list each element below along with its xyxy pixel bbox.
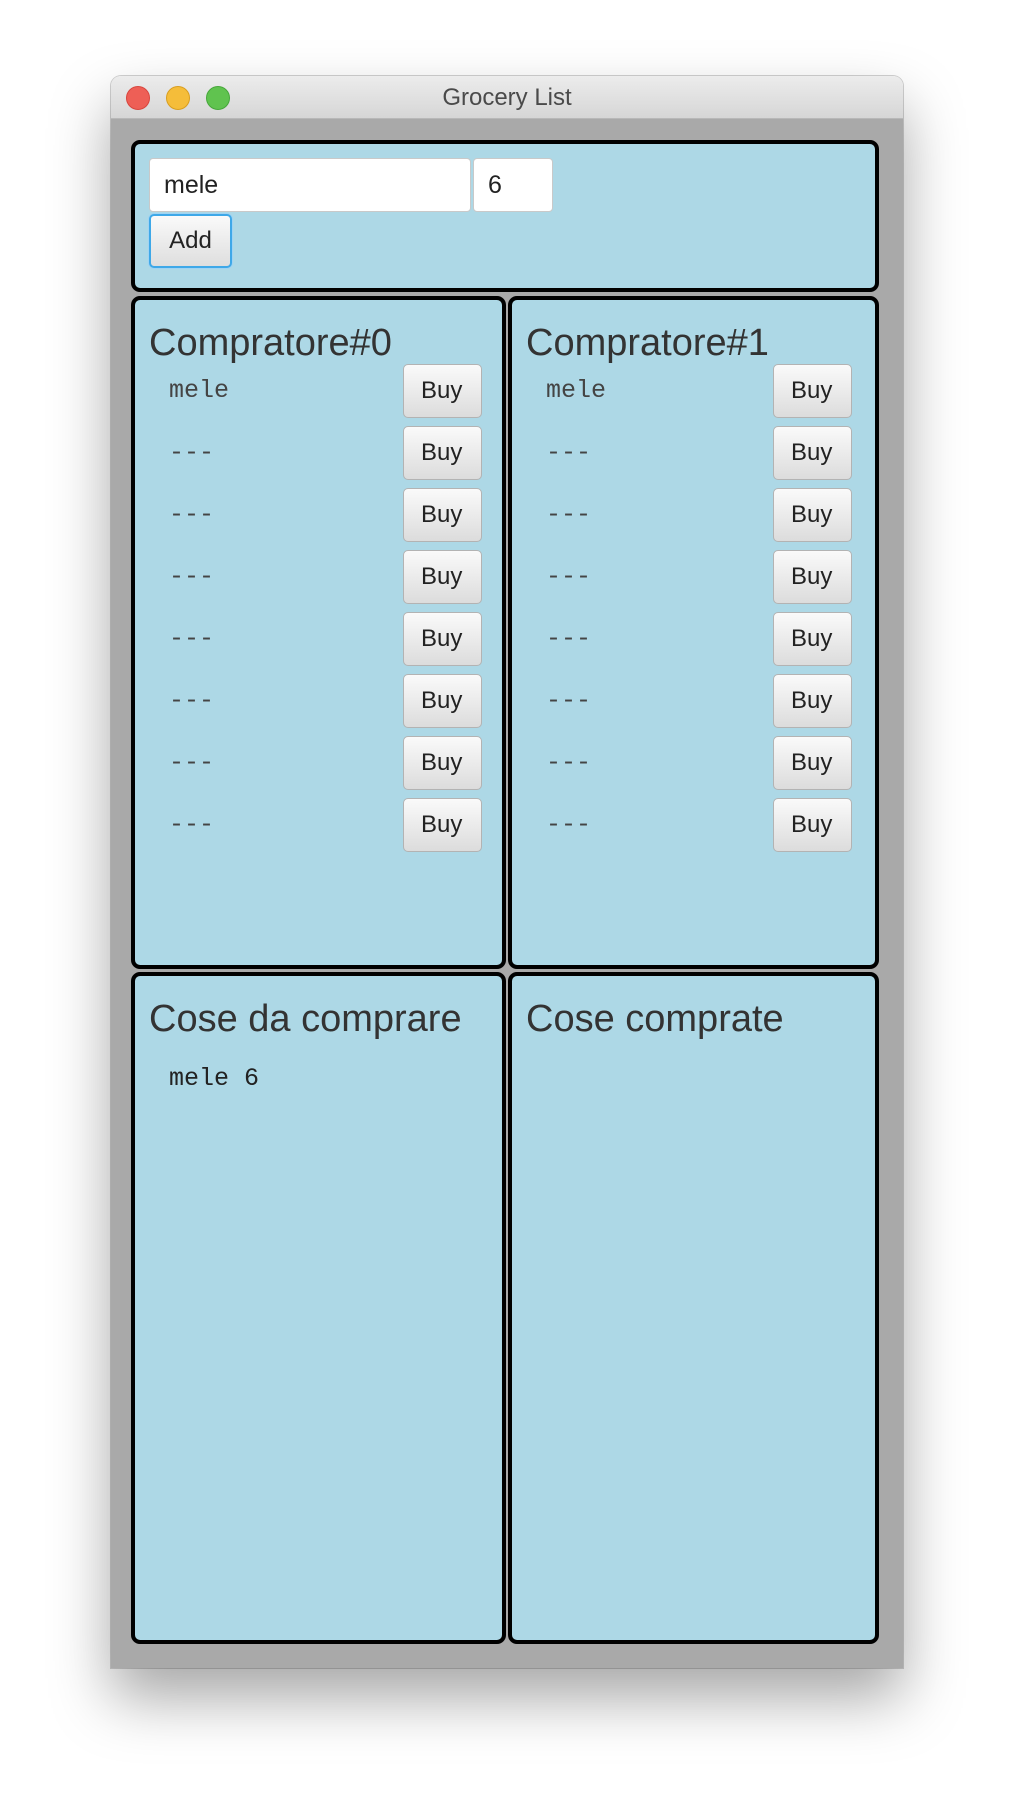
buyer-item-label: --- [546,624,592,653]
buy-button[interactable]: Buy [403,426,482,480]
buyer-item-label: --- [169,748,215,777]
buyer-item-row: --- Buy [512,674,875,728]
buyer-panel-0: Compratore#0 mele Buy --- Buy --- Buy --- Buy --… [131,296,506,969]
buyer-panel-1: Compratore#1 mele Buy --- Buy --- Buy --- Buy --… [508,296,879,969]
minimize-window-button[interactable] [166,86,190,110]
buy-button[interactable]: Buy [773,550,852,604]
quantity-input[interactable] [473,158,553,212]
buy-button[interactable]: Buy [773,612,852,666]
app-window: Grocery List Add Compratore#0 meleBuy---… [111,76,903,1668]
buy-button[interactable]: Buy [403,736,482,790]
window-title: Grocery List [442,84,572,111]
buy-button[interactable]: Buy [773,674,852,728]
buyer-item-row: --- Buy [512,798,875,852]
buyer-title: Compratore#1 [526,322,769,364]
buyer-item-label: --- [169,562,215,591]
buyer-item-label: --- [546,562,592,591]
buyer-item-row: mele Buy [512,364,875,418]
to-buy-item: mele 6 [169,1064,260,1093]
bought-title: Cose comprate [526,998,784,1040]
buyer-item-row: --- Buy [135,798,502,852]
buy-button[interactable]: Buy [773,488,852,542]
buyer-item-label: --- [169,438,215,467]
buyer-item-row: --- Buy [135,674,502,728]
item-name-input[interactable] [149,158,471,212]
buyer-item-row: --- Buy [512,736,875,790]
buyer-item-row: --- Buy [135,426,502,480]
buyer-item-row: --- Buy [135,612,502,666]
buy-button[interactable]: Buy [403,364,482,418]
bought-panel: Cose comprate [508,972,879,1644]
buyer-item-label: --- [546,500,592,529]
buyer-item-row: --- Buy [512,550,875,604]
buyer-item-label: --- [546,686,592,715]
buy-button[interactable]: Buy [403,612,482,666]
buyer-item-label: --- [546,748,592,777]
buyer-item-row: --- Buy [512,488,875,542]
buyer-item-label: --- [546,810,592,839]
add-button[interactable]: Add [149,214,232,268]
buyer-item-label: --- [546,438,592,467]
buyer-item-row: --- Buy [135,550,502,604]
buyer-item-label: mele [546,376,607,405]
to-buy-panel: Cose da comprare mele 6 [131,972,506,1644]
buyer-item-label: --- [169,624,215,653]
title-bar: Grocery List [111,76,903,119]
buyer-item-label: --- [169,810,215,839]
close-window-button[interactable] [126,86,150,110]
buy-button[interactable]: Buy [773,798,852,852]
buy-button[interactable]: Buy [403,798,482,852]
buyer-item-label: --- [169,686,215,715]
buy-button[interactable]: Buy [403,674,482,728]
buy-button[interactable]: Buy [773,426,852,480]
buyer-item-label: mele [169,376,230,405]
buyer-item-row: mele Buy [135,364,502,418]
to-buy-title: Cose da comprare [149,998,462,1040]
buy-button[interactable]: Buy [403,488,482,542]
buyer-item-row: --- Buy [512,426,875,480]
buyer-item-row: --- Buy [135,736,502,790]
buyer-item-row: --- Buy [135,488,502,542]
buyer-item-row: --- Buy [512,612,875,666]
add-item-panel: Add [131,140,879,292]
buyer-item-label: --- [169,500,215,529]
window-content: Add Compratore#0 mele Buy --- Buy --- Buy --- B… [111,119,903,1668]
maximize-window-button[interactable] [206,86,230,110]
buy-button[interactable]: Buy [773,364,852,418]
buyer-title: Compratore#0 [149,322,392,364]
buy-button[interactable]: Buy [403,550,482,604]
buy-button[interactable]: Buy [773,736,852,790]
